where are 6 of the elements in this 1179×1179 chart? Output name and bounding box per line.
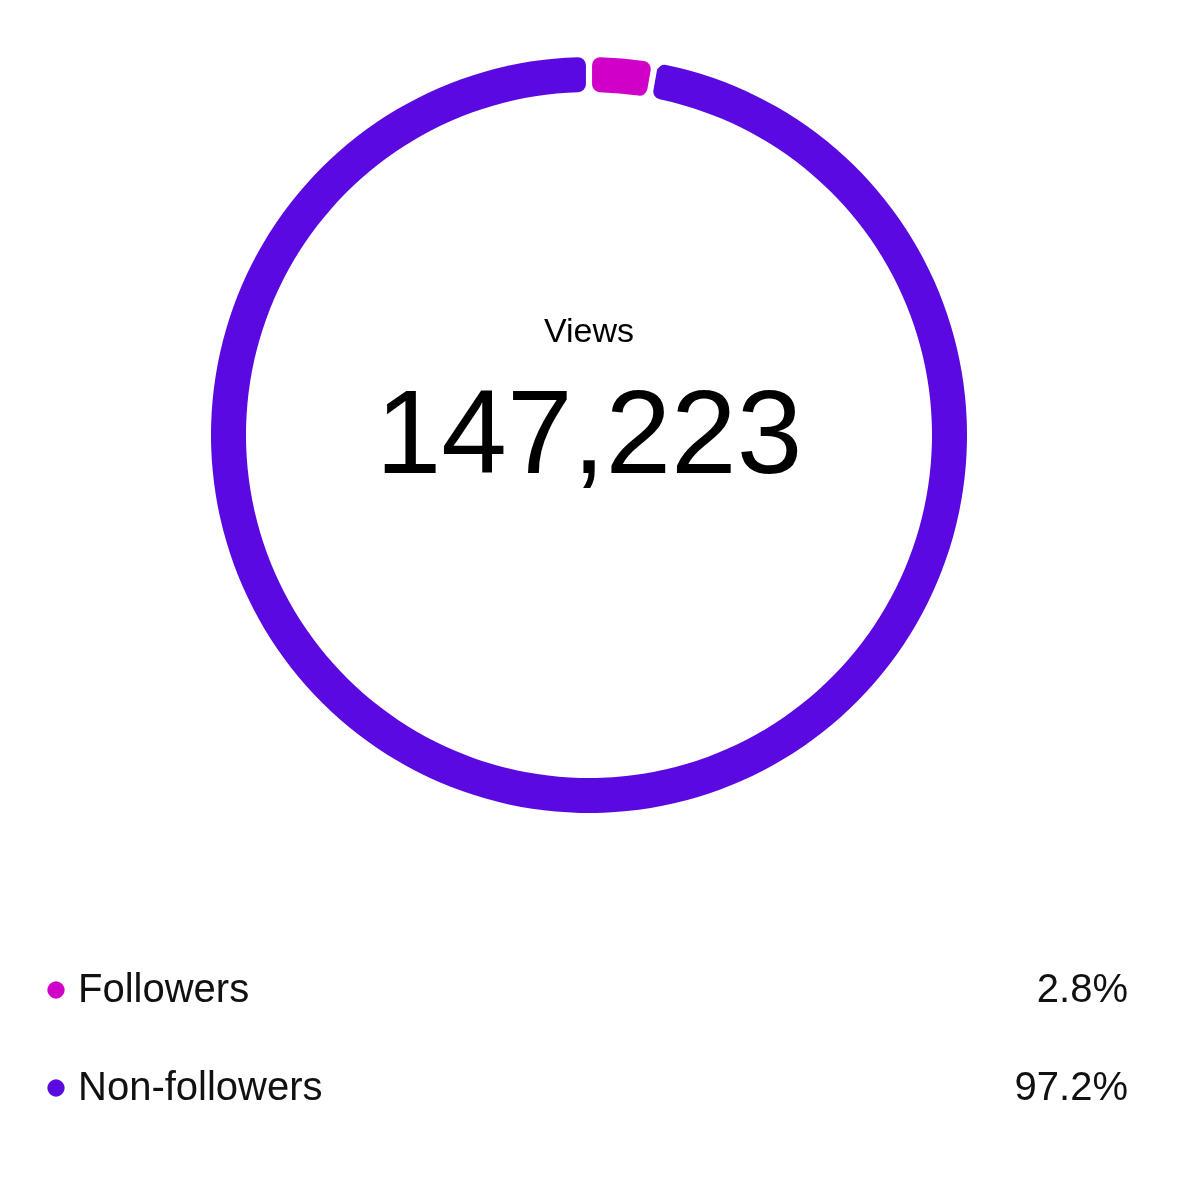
legend-label: Followers — [78, 966, 250, 1010]
data-label: 97.2% — [1014, 1064, 1128, 1108]
text: 147,223 — [375, 366, 803, 498]
text: Views — [543, 311, 635, 349]
legend-label: Non-followers — [78, 1064, 323, 1108]
data-label: 2.8% — [1036, 966, 1128, 1010]
